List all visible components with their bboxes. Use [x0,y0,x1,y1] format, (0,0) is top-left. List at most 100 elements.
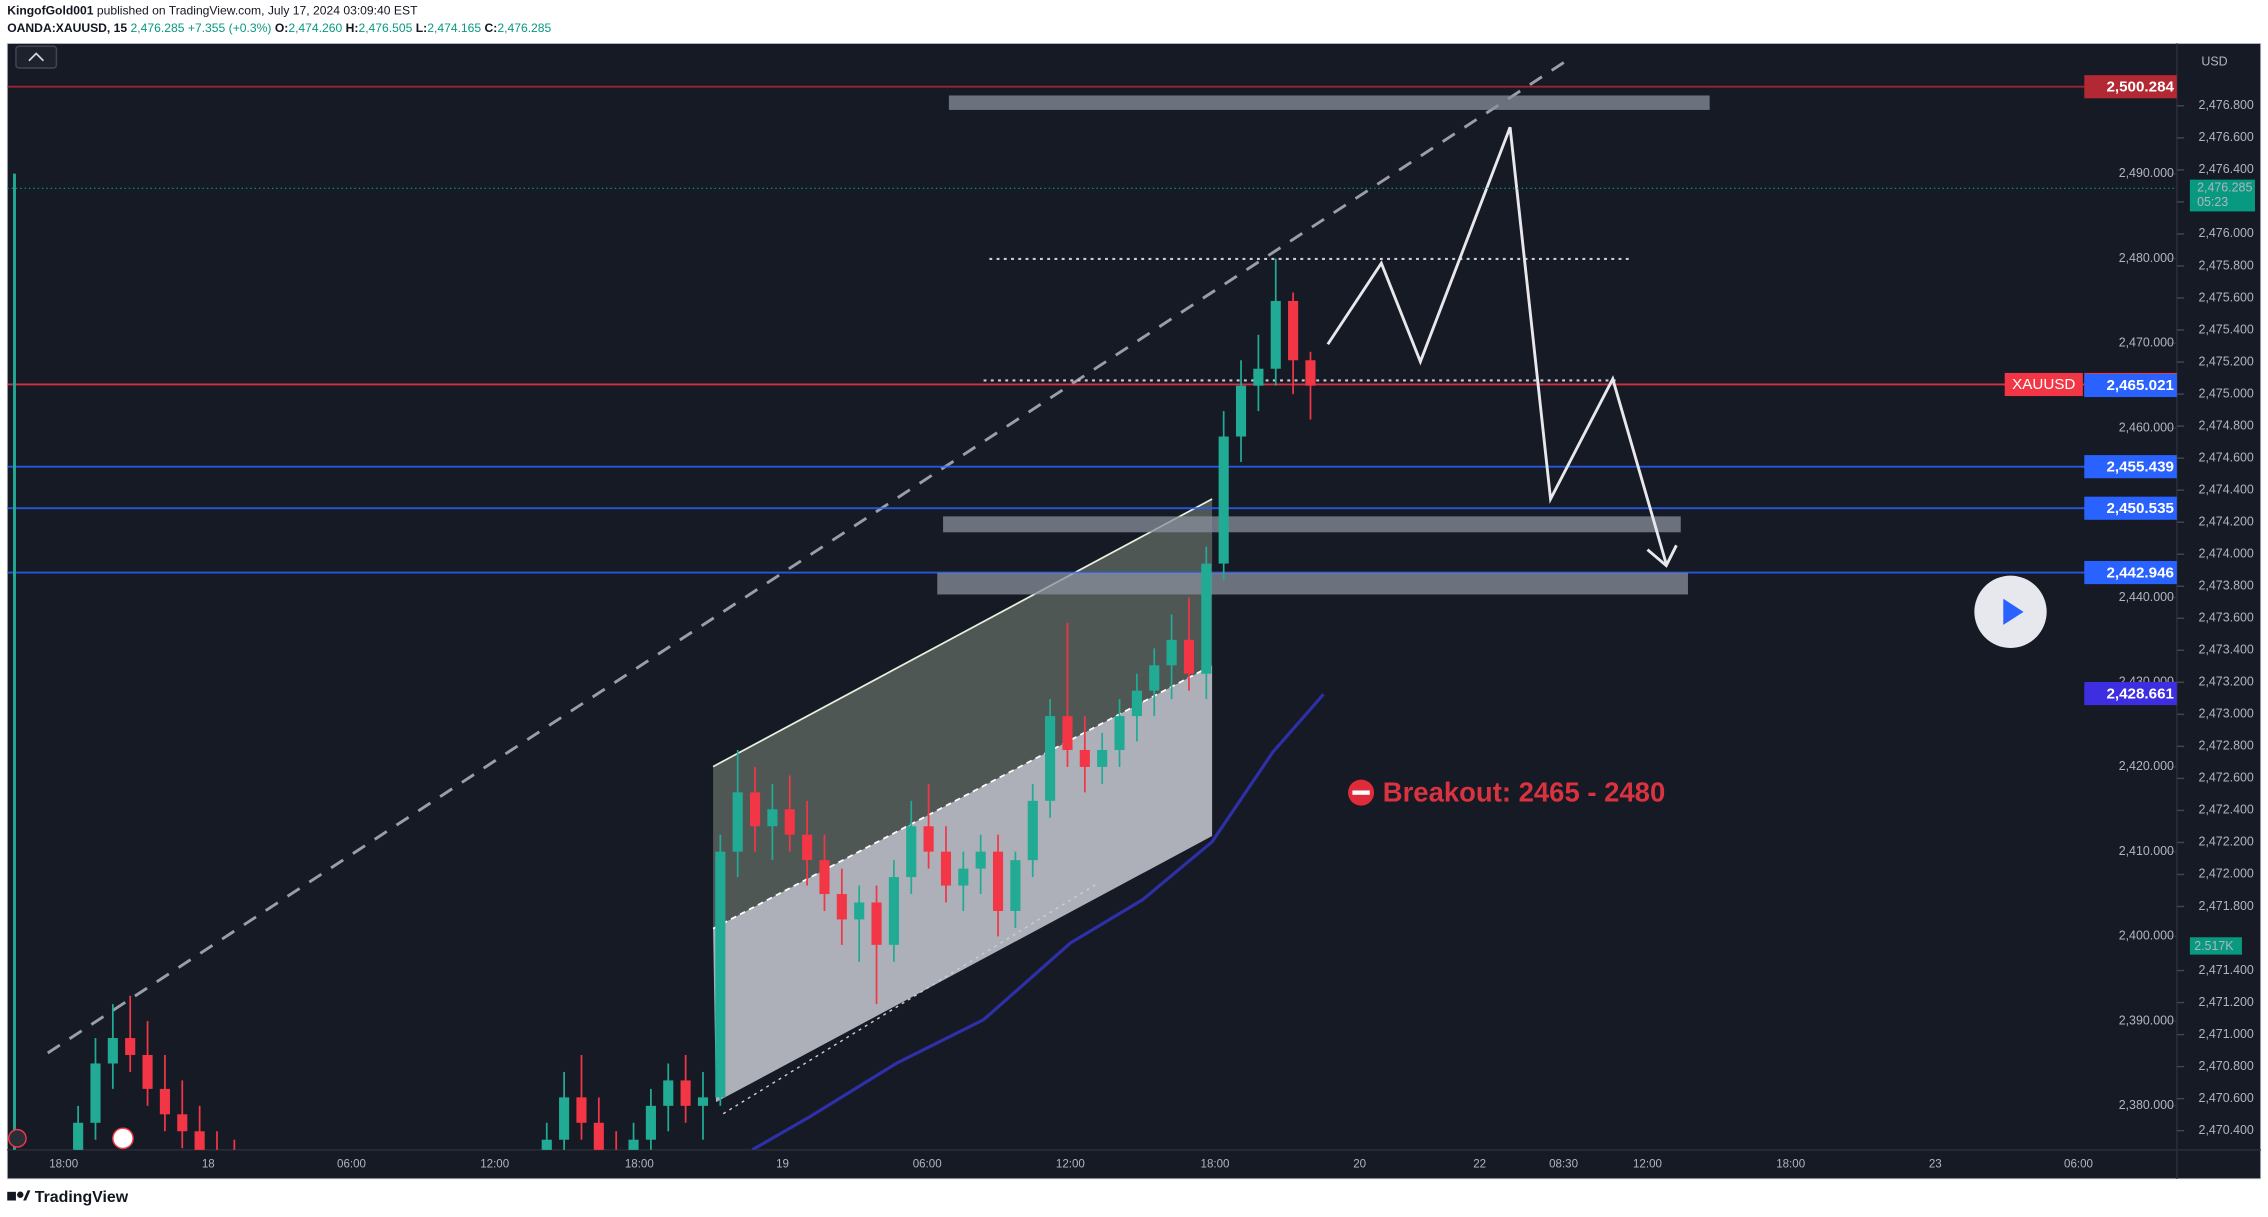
y2-tick-label: 2,474.000 [2199,546,2254,560]
x-tick-label: 18:00 [625,1158,654,1170]
x-tick-label: 12:00 [1633,1158,1662,1170]
x-tick-label: 23 [1929,1158,1942,1170]
candle-body [697,1097,709,1106]
x-tick-label: 08:30 [1549,1158,1578,1170]
y-tick-label: 2,470.000 [2119,336,2174,350]
ohlc-value: 2,474.165 [427,21,481,35]
candle-body [1270,300,1281,369]
candle-body [159,1088,170,1115]
candle-body [680,1080,691,1106]
candle-body [1288,300,1299,361]
y-tick-label: 2,390.000 [2119,1013,2174,1027]
y2-tick-label: 2,471.800 [2199,899,2254,913]
y2-tick-label: 2,471.000 [2199,1027,2254,1041]
x-tick-label: 12:00 [480,1158,509,1170]
candle-body [888,877,899,945]
candle-body [125,1038,136,1055]
candles [73,258,1316,1150]
channel-upper-fill [713,499,1213,929]
price-tag-label: 2,442.946 [2106,564,2174,581]
candle-body [992,851,1004,911]
header-line-2: OANDA:XAUUSD, 15 2,476.285 +7.355 (+0.3%… [7,21,551,35]
x-tick-label: 12:00 [1056,1158,1085,1170]
x-tick-label: 18:00 [1776,1158,1805,1170]
candle-body [73,1122,84,1150]
ohlc-key: O: [275,21,288,35]
candle-body [749,792,761,827]
y2-tick-label: 2,472.400 [2199,803,2254,817]
y2-tick-label: 2,472.800 [2199,739,2254,753]
y2-tick-label: 2,473.400 [2199,643,2254,657]
y2-tick-label: 2,476.000 [2199,226,2254,240]
y-tick-label: 2,400.000 [2119,929,2174,943]
y-tick-label: 2,420.000 [2119,759,2174,773]
y2-tick-label: 2,473.200 [2199,675,2254,689]
annotation-icon-bar [1352,790,1370,795]
price-tag-label: 2,500.284 [2106,78,2174,95]
price-tag [2084,75,2177,99]
candle-body [576,1097,587,1123]
candle-body [1305,360,1316,386]
volume-tag [2189,937,2242,955]
y2-tick-label: 2,470.400 [2199,1123,2254,1137]
candle-body [1183,639,1195,674]
play-icon[interactable] [2003,598,2024,625]
moving-average [751,693,1325,1150]
brand: TradingView [35,1189,129,1206]
candle-body [975,851,986,869]
price: 2,476.285 [131,21,185,35]
candle-body [836,894,847,920]
candle-body [559,1097,570,1140]
candle-body [1114,716,1125,750]
y2-tick-label: 2,472.200 [2199,835,2254,849]
y2-tick-label: 2,475.600 [2199,290,2254,304]
collapse-icon[interactable] [28,52,45,62]
y2-tick-label: 2,474.800 [2199,418,2254,432]
price-tag [2084,496,2177,520]
x-tick-label: 06:00 [2064,1158,2093,1170]
symbol-tag [2004,372,2083,397]
candle-body [142,1054,153,1089]
y2-tick-label: 2,476.800 [2199,98,2254,112]
y2-tick-label: 2,474.400 [2199,482,2254,496]
candle-body [90,1063,101,1123]
candle-body [958,868,969,886]
y2-tick-label: 2,475.800 [2199,258,2254,272]
y2-tick-label: 2,475.000 [2199,386,2254,400]
price-tag [2084,560,2177,585]
candle-body [715,851,726,1098]
candle-body [784,809,795,835]
candle-body [663,1080,674,1106]
price-tag [2084,455,2177,479]
level-lines [7,85,2177,574]
y-tick-label: 2,460.000 [2119,420,2174,434]
y2-tick-label: 2,470.800 [2199,1059,2254,1073]
y-tick-label: 2,490.000 [2119,166,2174,180]
symbol-tag-label: XAUUSD [2012,376,2075,393]
logo-mark [17,1191,24,1198]
y2-tick-label: 2,473.800 [2199,579,2254,593]
y-tick-label: 2,410.000 [2119,844,2174,858]
y-tick-label: 2,380.000 [2119,1098,2174,1112]
candle-body [906,826,917,878]
y-tick-label: 2,440.000 [2119,590,2174,604]
collapse-button[interactable] [15,45,58,69]
projection-path [1326,126,1668,565]
candle-body [645,1105,656,1140]
y2-tick-label: 2,475.400 [2199,322,2254,336]
event-icon[interactable] [7,1128,27,1148]
candle-body [593,1122,604,1150]
x-tick-label: 20 [1353,1158,1366,1170]
price-tag [2084,681,2177,706]
y2-tick-label: 2,476.600 [2199,130,2254,144]
flag-icon[interactable] [112,1127,134,1150]
zone [943,516,1681,533]
candle-body [1166,639,1177,666]
y2-tick-label: 2,472.600 [2199,771,2254,785]
footer-logo: TradingView [7,1189,129,1206]
volume-label: 2.517K [2194,939,2234,953]
plot-area: Breakout: 2465 - 2480 [7,45,2177,1150]
candle-body [541,1139,552,1150]
